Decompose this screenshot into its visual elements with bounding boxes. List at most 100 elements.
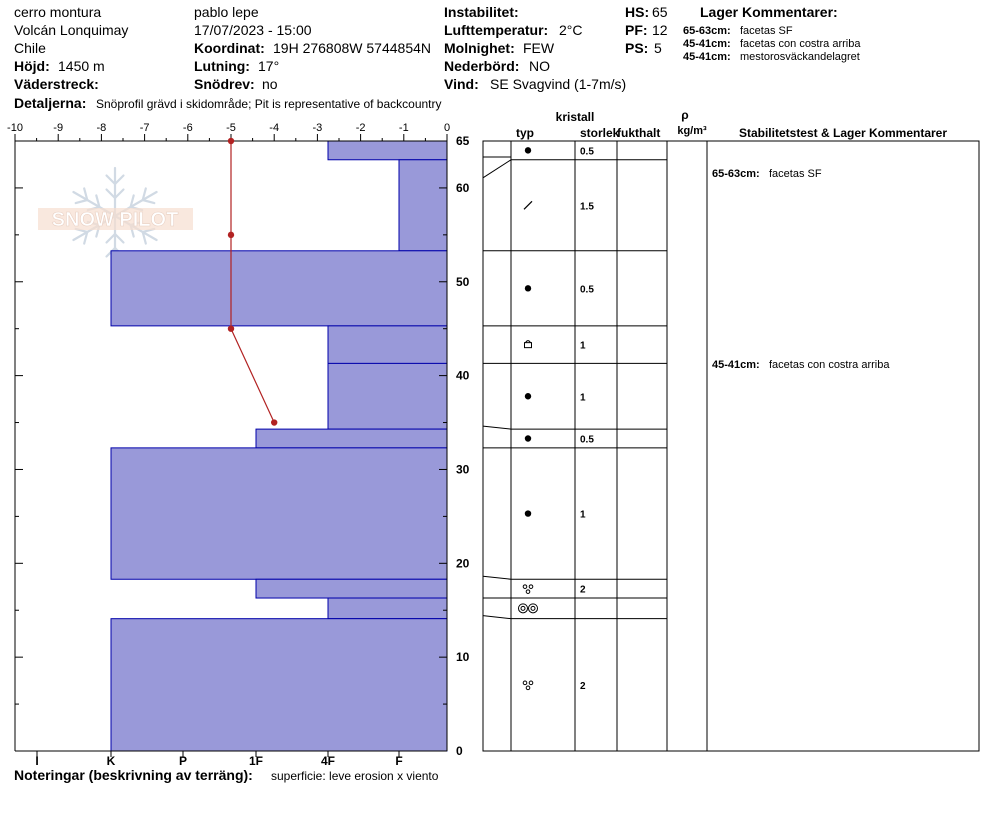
height-tick-label: 65 <box>456 134 470 148</box>
height-tick-label: 50 <box>456 275 470 289</box>
wind-value: SE Svagvind (1-7m/s) <box>490 76 627 92</box>
crystal-size-value: 2 <box>580 585 586 596</box>
drift-value: no <box>262 76 278 92</box>
stability-comment-range: 65-63cm: <box>712 168 760 180</box>
observation-datetime: 17/07/2023 - 15:00 <box>194 22 312 38</box>
temp-tick-label: -1 <box>399 122 409 134</box>
table-frame <box>482 140 980 752</box>
hardness-tick-label: K <box>107 754 116 768</box>
height-tick-label: 20 <box>456 556 470 570</box>
table-header-moisture: fukthalt <box>617 126 660 140</box>
layer-comment-text: mestorosväckandelagret <box>740 51 860 63</box>
aspect-label: Väderstreck: <box>14 76 99 92</box>
snowflake-branch <box>74 227 89 234</box>
area-name: Volcán Lonquimay <box>14 22 129 38</box>
depth-hoar-icon <box>525 685 531 691</box>
country-name: Chile <box>14 40 46 56</box>
snowflake-branch <box>129 205 144 212</box>
elevation-value: 1450 m <box>58 58 105 74</box>
snowflake-branch <box>74 198 89 205</box>
table-header-density-unit: kg/m³ <box>677 125 707 137</box>
instability-label: Instabilitet: <box>444 4 519 20</box>
snowflake-branch <box>113 188 125 200</box>
temp-tick-label: -2 <box>356 122 366 134</box>
melt-form-icon <box>530 605 536 611</box>
hardness-layer-bar <box>327 325 448 364</box>
height-tick-label: 30 <box>456 462 470 476</box>
air-temperature-label: Lufttemperatur: <box>444 22 549 38</box>
snowflake-branch <box>113 232 125 244</box>
hardness-tick-label: F <box>395 754 402 768</box>
temp-tick-label: -9 <box>53 122 63 134</box>
snowflake-branch <box>129 194 135 209</box>
crystal-size-value: 1 <box>580 510 586 521</box>
temp-tick-label: -10 <box>7 122 23 134</box>
stability-comment-text: facetas con costra arriba <box>769 359 890 371</box>
snowflake-branch <box>86 205 101 212</box>
observer-name: pablo lepe <box>194 4 259 20</box>
height-tick-label: 0 <box>456 744 463 758</box>
snowflake-branch <box>95 194 101 209</box>
hardness-tick-label: 4F <box>321 754 335 768</box>
snowflake-branch <box>129 220 144 227</box>
temp-tick-label: -4 <box>269 122 279 134</box>
cloud-value: FEW <box>523 40 555 56</box>
slope-value: 17° <box>258 58 280 74</box>
table-connector-line <box>482 615 512 620</box>
depth-hoar-icon <box>528 680 534 686</box>
table-connector-line <box>482 575 512 580</box>
temperature-point <box>227 325 235 332</box>
temp-tick-label: 0 <box>444 122 450 134</box>
temperature-line <box>230 141 275 423</box>
snowflake-branch <box>141 187 147 202</box>
temp-tick-label: -8 <box>97 122 107 134</box>
layer-table: kristall typ storlek fukthalt ρ kg/m³ St… <box>482 108 980 752</box>
table-header-rho: ρ <box>681 108 688 122</box>
layer-comment-text: facetas SF <box>740 25 793 37</box>
crystal-size-value: 1.5 <box>580 201 594 212</box>
temp-tick-label: -5 <box>226 122 236 134</box>
ps-label: PS: <box>625 40 649 56</box>
melt-form-icon <box>520 605 526 611</box>
temp-tick-label: -7 <box>140 122 150 134</box>
snowflake-branch <box>83 230 89 245</box>
depth-hoar-icon <box>522 680 528 686</box>
snowflake-branch <box>141 227 156 234</box>
table-header-size: storlek <box>580 126 620 140</box>
round-grain-icon <box>524 393 532 400</box>
watermark-banner <box>38 208 193 230</box>
snowflake-branch <box>129 223 135 238</box>
table-connector-line <box>482 425 512 430</box>
watermark-text: SNOW PILOT <box>52 209 179 231</box>
ps-value: 5 <box>654 40 662 56</box>
snowflake-branch <box>141 230 147 245</box>
height-tick-label: 10 <box>456 650 470 664</box>
snowflake-branch <box>105 232 117 244</box>
temperature-point <box>271 419 278 426</box>
table-header-stability: Stabilitetstest & Lager Kommentarer <box>739 126 947 140</box>
pf-value: 12 <box>652 22 668 38</box>
depth-hoar-icon <box>528 584 534 589</box>
coordinate-value: 19H 276808W 5744854N <box>273 40 432 56</box>
hs-label: HS: <box>625 4 650 20</box>
precipitation-label: Nederbörd: <box>444 58 520 74</box>
cloud-label: Molnighet: <box>444 40 515 56</box>
coordinate-label: Koordinat: <box>194 40 265 56</box>
round-grain-icon <box>524 285 532 292</box>
melt-form-icon <box>528 603 538 614</box>
crystal-size-value: 1 <box>580 341 586 352</box>
pf-label: PF: <box>625 22 648 38</box>
hs-value: 65 <box>652 4 668 20</box>
crystal-size-value: 2 <box>580 681 586 692</box>
details-label: Detaljerna: <box>14 95 87 111</box>
snowflake-arm <box>72 190 117 218</box>
snowflake-branch <box>113 174 125 186</box>
facet-crust-icon <box>525 340 531 343</box>
snowflake-branch <box>86 220 101 227</box>
stability-comment-text: facetas SF <box>769 168 822 180</box>
facet-crust-icon <box>524 342 532 349</box>
hardness-tick-label: P <box>179 754 187 768</box>
snowpilot-watermark: SNOW PILOT <box>38 166 193 266</box>
location-name: cerro montura <box>14 4 102 20</box>
